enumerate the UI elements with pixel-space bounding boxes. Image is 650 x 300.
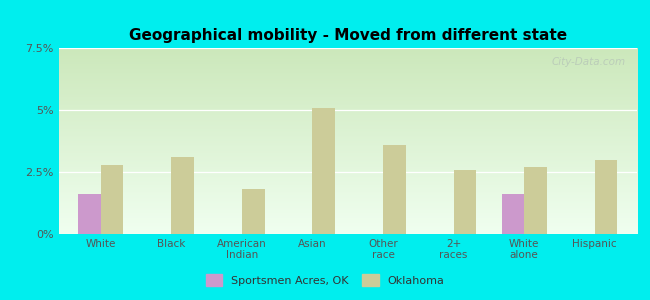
Bar (595, 160, 618, 234)
Bar (101, 165, 124, 234)
Title: Geographical mobility - Moved from different state: Geographical mobility - Moved from diffe… (129, 28, 567, 43)
Legend: Sportsmen Acres, OK, Oklahoma: Sportsmen Acres, OK, Oklahoma (200, 269, 450, 291)
Text: City-Data.com: City-Data.com (551, 57, 625, 67)
Bar (172, 157, 194, 234)
Bar (383, 145, 406, 234)
Bar (524, 167, 547, 234)
Bar (242, 189, 265, 234)
Bar (78, 194, 101, 234)
Bar (313, 107, 335, 234)
Bar (502, 194, 524, 234)
Bar (454, 169, 476, 234)
